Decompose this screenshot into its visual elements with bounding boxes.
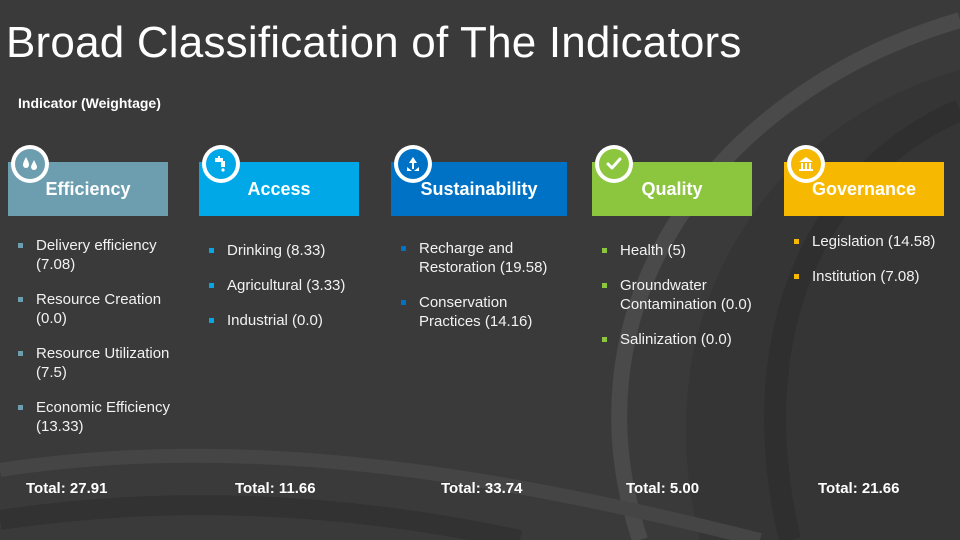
list-item: Resource Creation (0.0) xyxy=(8,290,178,328)
category-column-efficiency: Efficiency Delivery efficiency (7.08) Re… xyxy=(8,0,193,540)
category-items-quality: Health (5) Groundwater Contamination (0.… xyxy=(592,241,762,365)
list-item: Industrial (0.0) xyxy=(199,311,369,330)
list-item: Legislation (14.58) xyxy=(784,232,954,251)
category-total-sustainability: Total: 33.74 xyxy=(441,480,523,497)
category-items-efficiency: Delivery efficiency (7.08) Resource Crea… xyxy=(8,236,178,452)
category-badge-governance xyxy=(787,145,825,183)
category-column-governance: Governance Legislation (14.58) Instituti… xyxy=(784,0,960,540)
list-item: Salinization (0.0) xyxy=(592,330,762,349)
list-item: Resource Utilization (7.5) xyxy=(8,344,178,382)
list-item: Health (5) xyxy=(592,241,762,260)
list-item: Agricultural (3.33) xyxy=(199,276,369,295)
checkmark-icon xyxy=(599,149,629,179)
category-badge-efficiency xyxy=(11,145,49,183)
list-item: Drinking (8.33) xyxy=(199,241,369,260)
category-badge-quality xyxy=(595,145,633,183)
category-badge-access xyxy=(202,145,240,183)
category-total-efficiency: Total: 27.91 xyxy=(26,480,108,497)
category-column-access: Access Drinking (8.33) Agricultural (3.3… xyxy=(199,0,384,540)
list-item: Economic Efficiency (13.33) xyxy=(8,398,178,436)
category-items-governance: Legislation (14.58) Institution (7.08) xyxy=(784,232,954,302)
list-item: Conservation Practices (14.16) xyxy=(391,293,561,331)
list-item: Groundwater Contamination (0.0) xyxy=(592,276,762,314)
government-building-icon xyxy=(791,149,821,179)
faucet-icon xyxy=(206,149,236,179)
category-column-sustainability: Sustainability Recharge and Restoration … xyxy=(391,0,576,540)
category-total-governance: Total: 21.66 xyxy=(818,480,900,497)
category-items-access: Drinking (8.33) Agricultural (3.33) Indu… xyxy=(199,241,369,346)
category-total-quality: Total: 5.00 xyxy=(626,480,700,497)
category-badge-sustainability xyxy=(394,145,432,183)
page-title: Broad Classification of The Indicators xyxy=(6,18,742,67)
list-item: Delivery efficiency (7.08) xyxy=(8,236,178,274)
indicator-subtitle: Indicator (Weightage) xyxy=(18,95,161,111)
list-item: Institution (7.08) xyxy=(784,267,954,286)
recycle-icon xyxy=(398,149,428,179)
water-drops-icon xyxy=(15,149,45,179)
category-items-sustainability: Recharge and Restoration (19.58) Conserv… xyxy=(391,239,561,347)
list-item: Recharge and Restoration (19.58) xyxy=(391,239,561,277)
category-total-access: Total: 11.66 xyxy=(235,480,316,497)
category-column-quality: Quality Health (5) Groundwater Contamina… xyxy=(592,0,777,540)
